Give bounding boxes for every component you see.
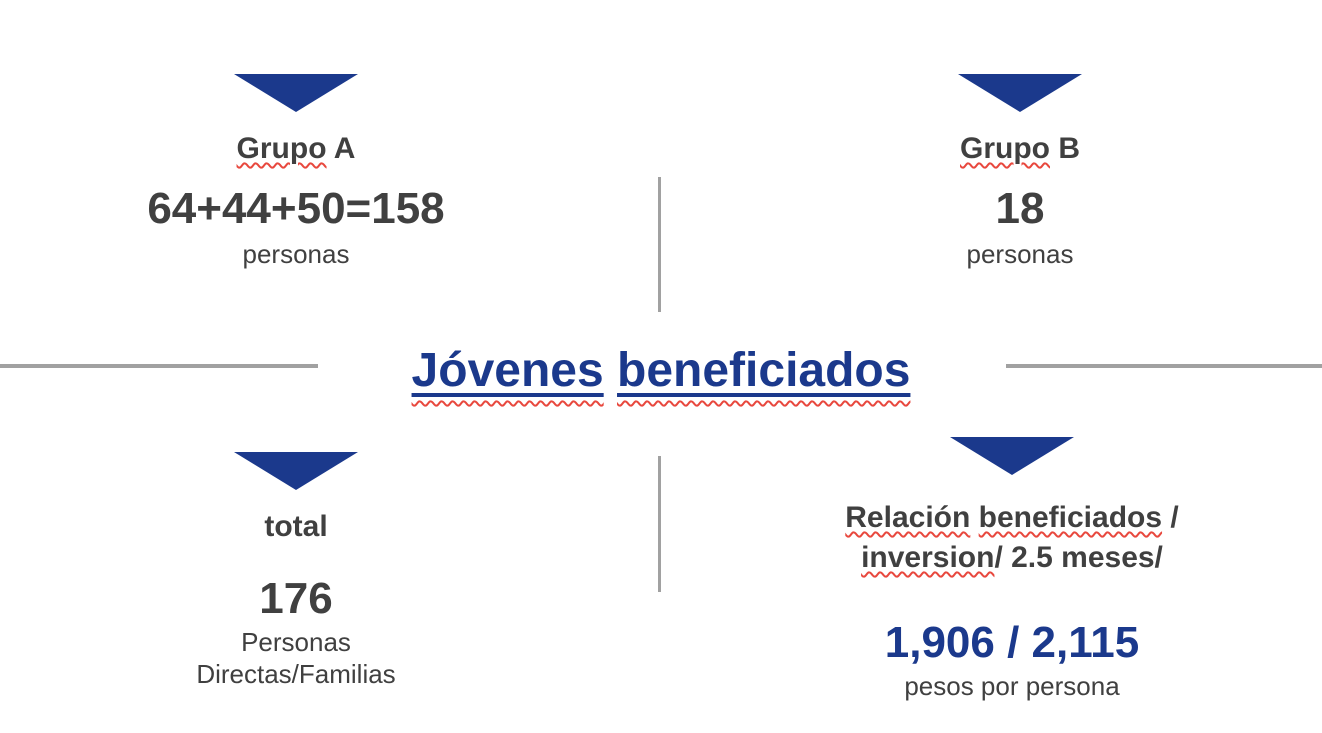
down-triangle-icon — [234, 452, 358, 490]
total-label: total — [264, 510, 328, 543]
group-a-unit: personas — [242, 238, 350, 269]
ratio-unit: pesos por persona — [904, 671, 1120, 701]
down-triangle-icon — [958, 74, 1082, 112]
title-word-2: beneficiados — [617, 344, 911, 397]
divider-horizontal-left — [0, 364, 318, 368]
ratio-label-line-1: Relación beneficiados / — [845, 501, 1179, 534]
group-b-label: Grupo B — [960, 132, 1080, 165]
divider-vertical-top — [658, 177, 661, 312]
down-triangle-icon — [234, 74, 358, 112]
group-b-unit: personas — [966, 238, 1074, 269]
ratio-label: Relación beneficiados / inversion/ 2.5 m… — [845, 498, 1178, 578]
page-title: Jóvenes beneficiados — [0, 342, 1322, 400]
divider-vertical-bottom — [658, 456, 661, 592]
ratio-value: 1,906 / 2,115 — [884, 618, 1140, 667]
divider-horizontal-right — [1006, 364, 1322, 368]
group-a-label: Grupo A — [236, 132, 356, 165]
group-b-value: 18 — [995, 183, 1045, 233]
ratio-panel: Relación beneficiados / inversion/ 2.5 m… — [812, 437, 1212, 702]
group-a-panel: Grupo A 64+44+50=158 personas — [96, 74, 496, 270]
group-a-value: 64+44+50=158 — [147, 183, 445, 233]
group-b-panel: Grupo B 18 personas — [820, 74, 1220, 270]
down-triangle-icon — [950, 437, 1074, 475]
total-value: 176 — [259, 573, 333, 623]
ratio-label-line-2: inversion/ 2.5 meses/ — [861, 541, 1163, 574]
total-unit-line-2: Directas/Familias — [196, 658, 396, 689]
total-panel: total 176 Personas Directas/Familias — [96, 452, 496, 690]
total-unit: Personas Directas/Familias — [196, 626, 395, 690]
total-unit-line-1: Personas — [241, 626, 351, 657]
title-word-1: Jóvenes — [411, 344, 604, 397]
